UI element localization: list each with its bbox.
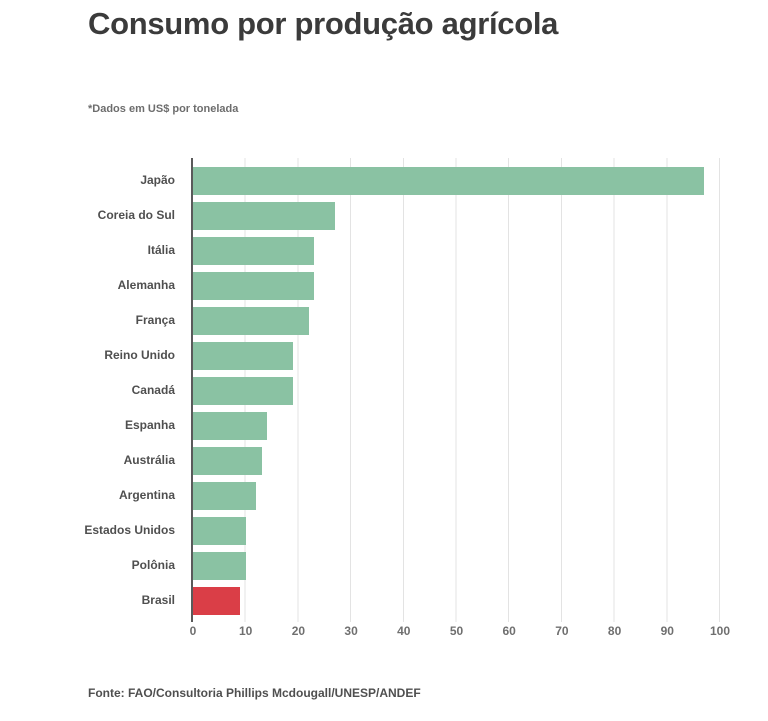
bar-row-alemanha	[193, 268, 720, 303]
source-note: Fonte: FAO/Consultoria Phillips Mcdougal…	[88, 686, 421, 700]
x-tick-10: 10	[239, 624, 253, 638]
category-label-estados-unidos: Estados Unidos	[84, 523, 175, 537]
bar-australia	[193, 446, 262, 475]
category-label-italia: Itália	[147, 243, 175, 257]
bar-row-franca	[193, 303, 720, 338]
bar-row-italia	[193, 233, 720, 268]
bar-row-canada	[193, 373, 720, 408]
bars	[193, 163, 720, 618]
unit-note: *Dados em US$ por tonelada	[88, 103, 239, 115]
x-tick-40: 40	[397, 624, 411, 638]
x-tick-30: 30	[344, 624, 358, 638]
category-label-polonia: Polônia	[131, 558, 175, 572]
x-tick-20: 20	[291, 624, 306, 638]
chart-title: Consumo por produção agrícola	[88, 6, 559, 41]
bar-alemanha	[193, 271, 315, 300]
bar-reino-unido	[193, 341, 294, 370]
x-tick-70: 70	[555, 624, 569, 638]
bar-brasil	[193, 586, 241, 615]
bar-espanha	[193, 411, 267, 440]
category-label-espanha: Espanha	[124, 418, 175, 432]
bar-estados-unidos	[193, 516, 246, 545]
x-tick-0: 0	[189, 624, 197, 638]
bar-polonia	[193, 551, 246, 580]
bar-franca	[193, 306, 309, 335]
x-axis-ticks: 0 10 20 30 40 50 60 70 80 90 100	[189, 624, 730, 642]
bar-row-australia	[193, 443, 720, 478]
bar-row-estados-unidos	[193, 513, 720, 548]
category-label-japao: Japão	[140, 173, 175, 187]
bar-japao	[193, 166, 705, 195]
x-tick-100: 100	[709, 624, 731, 638]
x-tick-50: 50	[449, 624, 464, 638]
category-label-argentina: Argentina	[118, 488, 175, 502]
category-label-canada: Canadá	[131, 383, 175, 397]
bar-row-reino-unido	[193, 338, 720, 373]
bar-row-espanha	[193, 408, 720, 443]
x-tick-60: 60	[502, 624, 516, 638]
bar-argentina	[193, 481, 257, 510]
category-label-brasil: Brasil	[141, 593, 175, 607]
bar-row-coreia-do-sul	[193, 198, 720, 233]
category-label-reino-unido: Reino Unido	[104, 348, 175, 362]
bar-row-japao	[193, 163, 720, 198]
bar-row-polonia	[193, 548, 720, 583]
bar-italia	[193, 236, 315, 265]
category-label-franca: França	[135, 313, 175, 327]
x-tick-90: 90	[660, 624, 674, 638]
category-label-australia: Austrália	[123, 453, 175, 467]
bar-coreia-do-sul	[193, 201, 336, 230]
bar-row-brasil	[193, 583, 720, 618]
x-tick-80: 80	[607, 624, 622, 638]
bar-canada	[193, 376, 294, 405]
bar-row-argentina	[193, 478, 720, 513]
category-labels: Japão Coreia do Sul Itália Alemanha França Re…	[0, 163, 183, 618]
category-label-alemanha: Alemanha	[117, 278, 175, 292]
category-label-coreia-do-sul: Coreia do Sul	[97, 208, 175, 222]
plot-area	[191, 158, 720, 622]
